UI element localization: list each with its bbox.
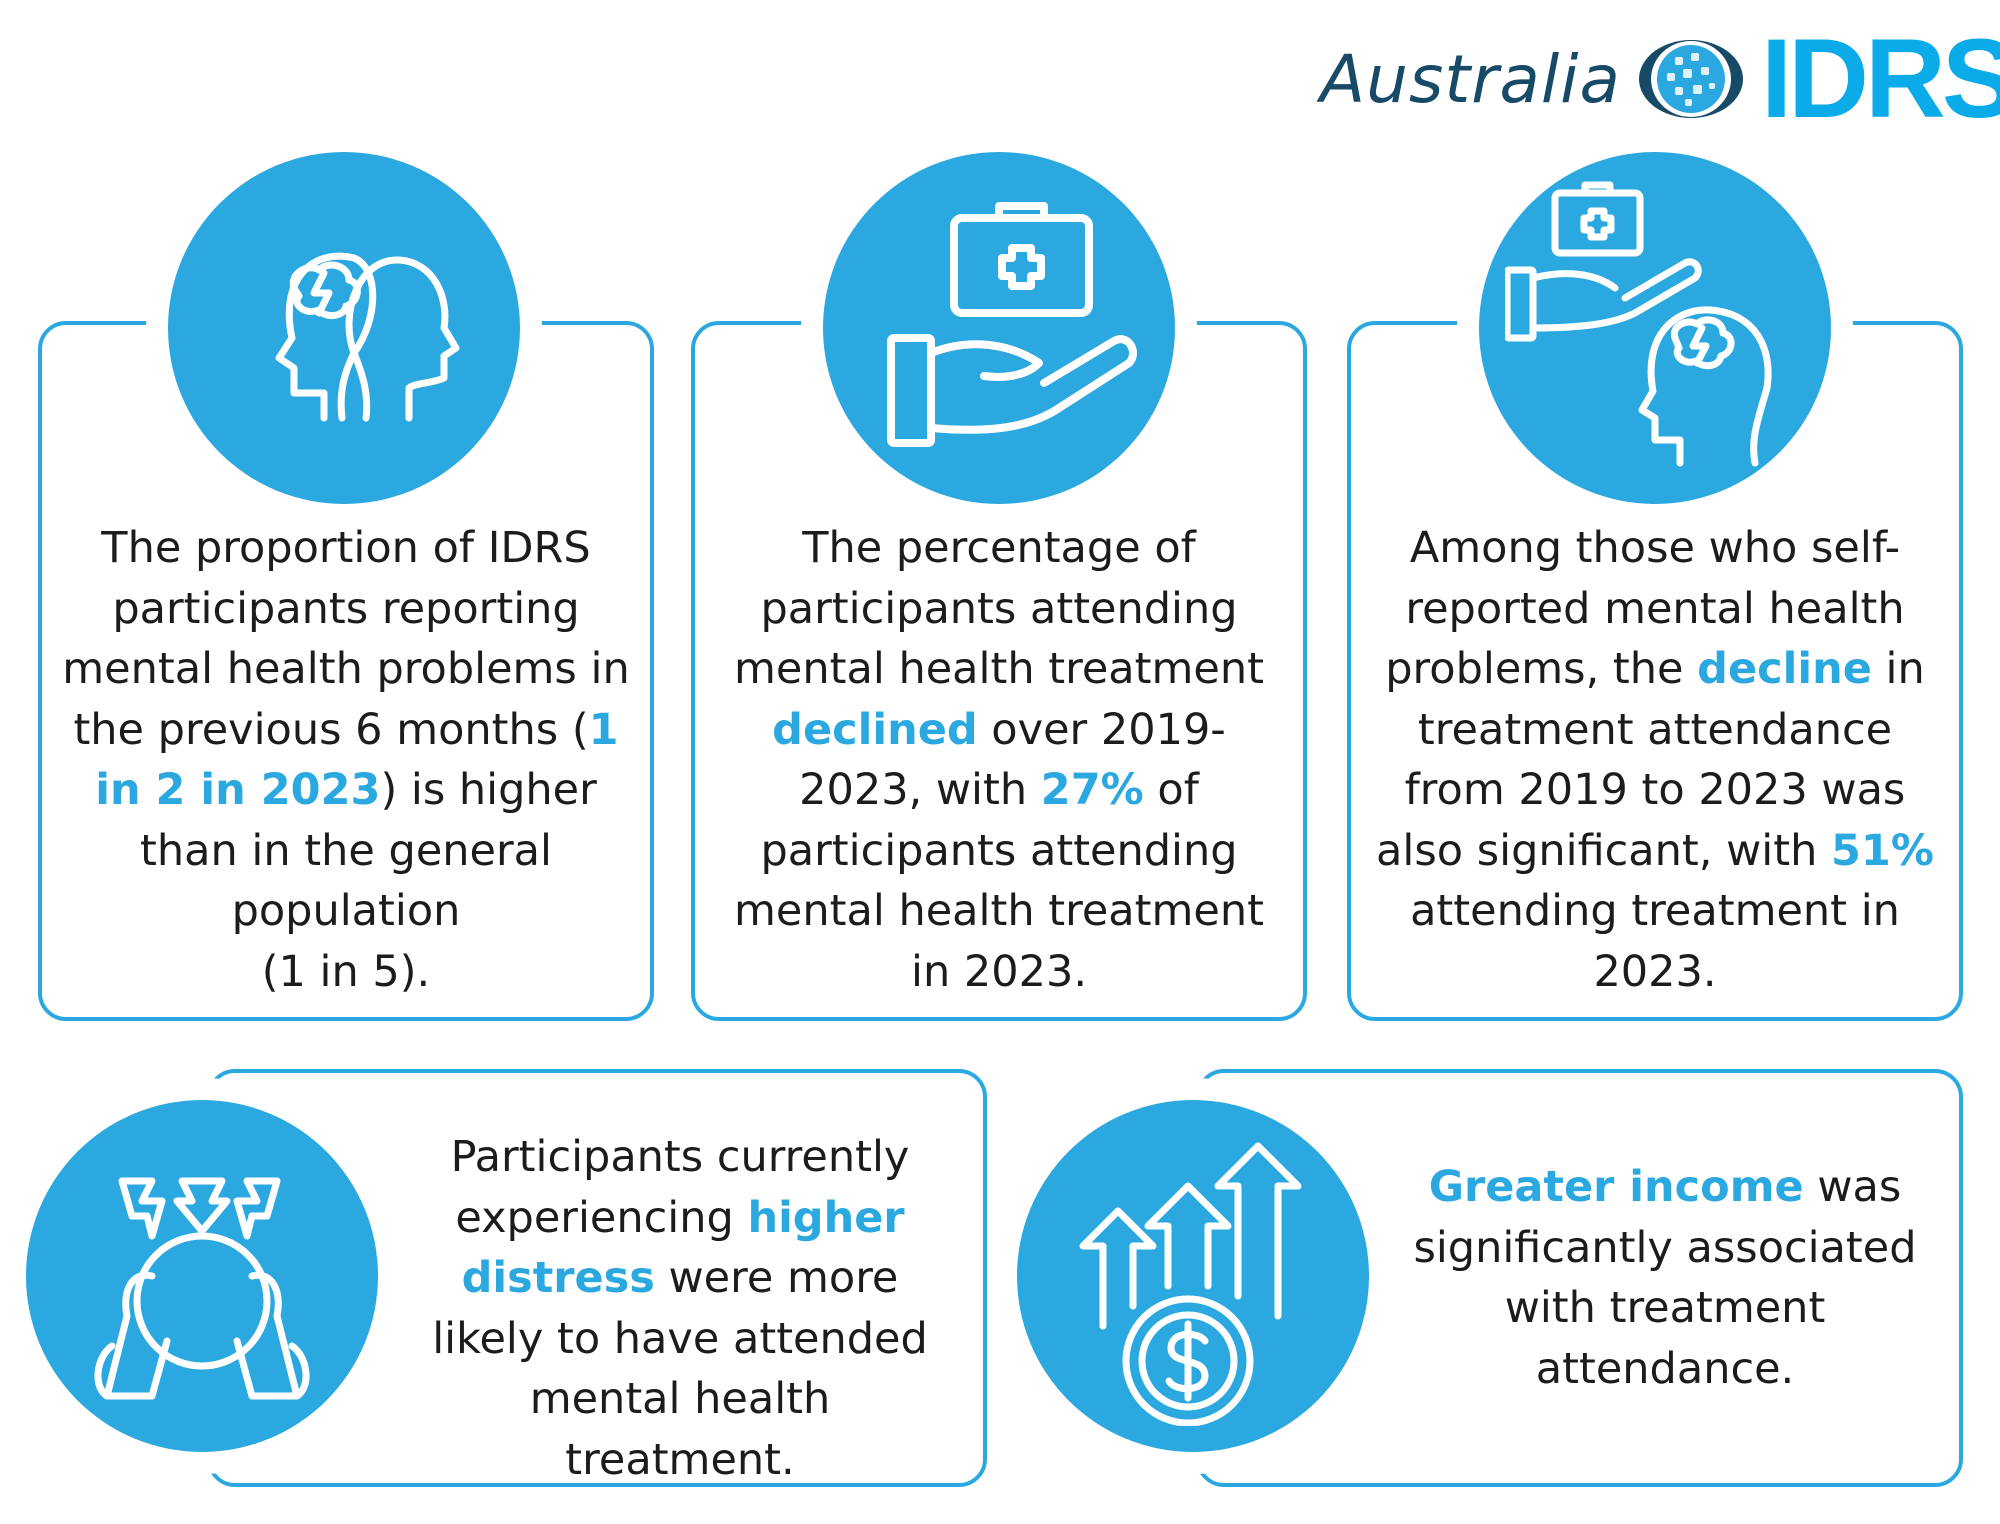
- card-1-text: The proportion of IDRS participants repo…: [58, 518, 634, 1002]
- text-segment: (1 in 5).: [261, 946, 431, 997]
- text-segment: over 2019-2023, with: [799, 704, 1226, 816]
- hand-medical-kit-icon: [823, 152, 1175, 504]
- idrs-logo: Australia IDRS: [1320, 16, 2000, 141]
- card-2-text: The percentage of participants attending…: [716, 518, 1282, 1002]
- text-segment: The proportion of IDRS participants repo…: [62, 523, 630, 755]
- highlight-higher-distress: higher distress: [461, 1192, 905, 1304]
- highlight-27-percent: 27%: [1040, 765, 1144, 815]
- text-segment: of participants attending mental health …: [734, 765, 1264, 997]
- card-3-text: Among those who self-reported mental hea…: [1370, 518, 1940, 1002]
- income-growth-dollar-icon: [1017, 1100, 1369, 1452]
- card-4-text: Participants currently experiencing high…: [410, 1127, 950, 1490]
- highlight-decline: decline: [1697, 644, 1872, 694]
- distressed-person-icon: [26, 1100, 378, 1452]
- text-segment: ) is higher than in the general populati…: [140, 765, 597, 936]
- logo-brand: IDRS: [1760, 16, 2000, 141]
- text-segment: was significantly associated with treatm…: [1413, 1162, 1917, 1394]
- highlight-1-in-2: 1 in 2 in 2023: [95, 704, 619, 816]
- highlight-declined: declined: [772, 704, 978, 755]
- hand-kit-head-brain-icon: [1479, 152, 1831, 504]
- card-5-text: Greater income was significantly associa…: [1410, 1157, 1920, 1399]
- highlight-greater-income: Greater income: [1428, 1162, 1804, 1212]
- text-segment: Participants currently experiencing: [450, 1132, 910, 1243]
- text-segment: attending treatment in 2023.: [1410, 886, 1900, 997]
- highlight-51-percent: 51%: [1831, 825, 1934, 876]
- text-segment: in treatment attendance from 2019 to 202…: [1376, 644, 1925, 876]
- text-segment: Among those who self-reported mental hea…: [1385, 523, 1905, 694]
- two-heads-brain-icon: [168, 152, 520, 504]
- text-segment: were more likely to have attended mental…: [432, 1253, 928, 1485]
- text-segment: The percentage of participants attending…: [734, 523, 1264, 694]
- globe-icon: [1635, 39, 1747, 119]
- logo-country: Australia: [1320, 40, 1621, 118]
